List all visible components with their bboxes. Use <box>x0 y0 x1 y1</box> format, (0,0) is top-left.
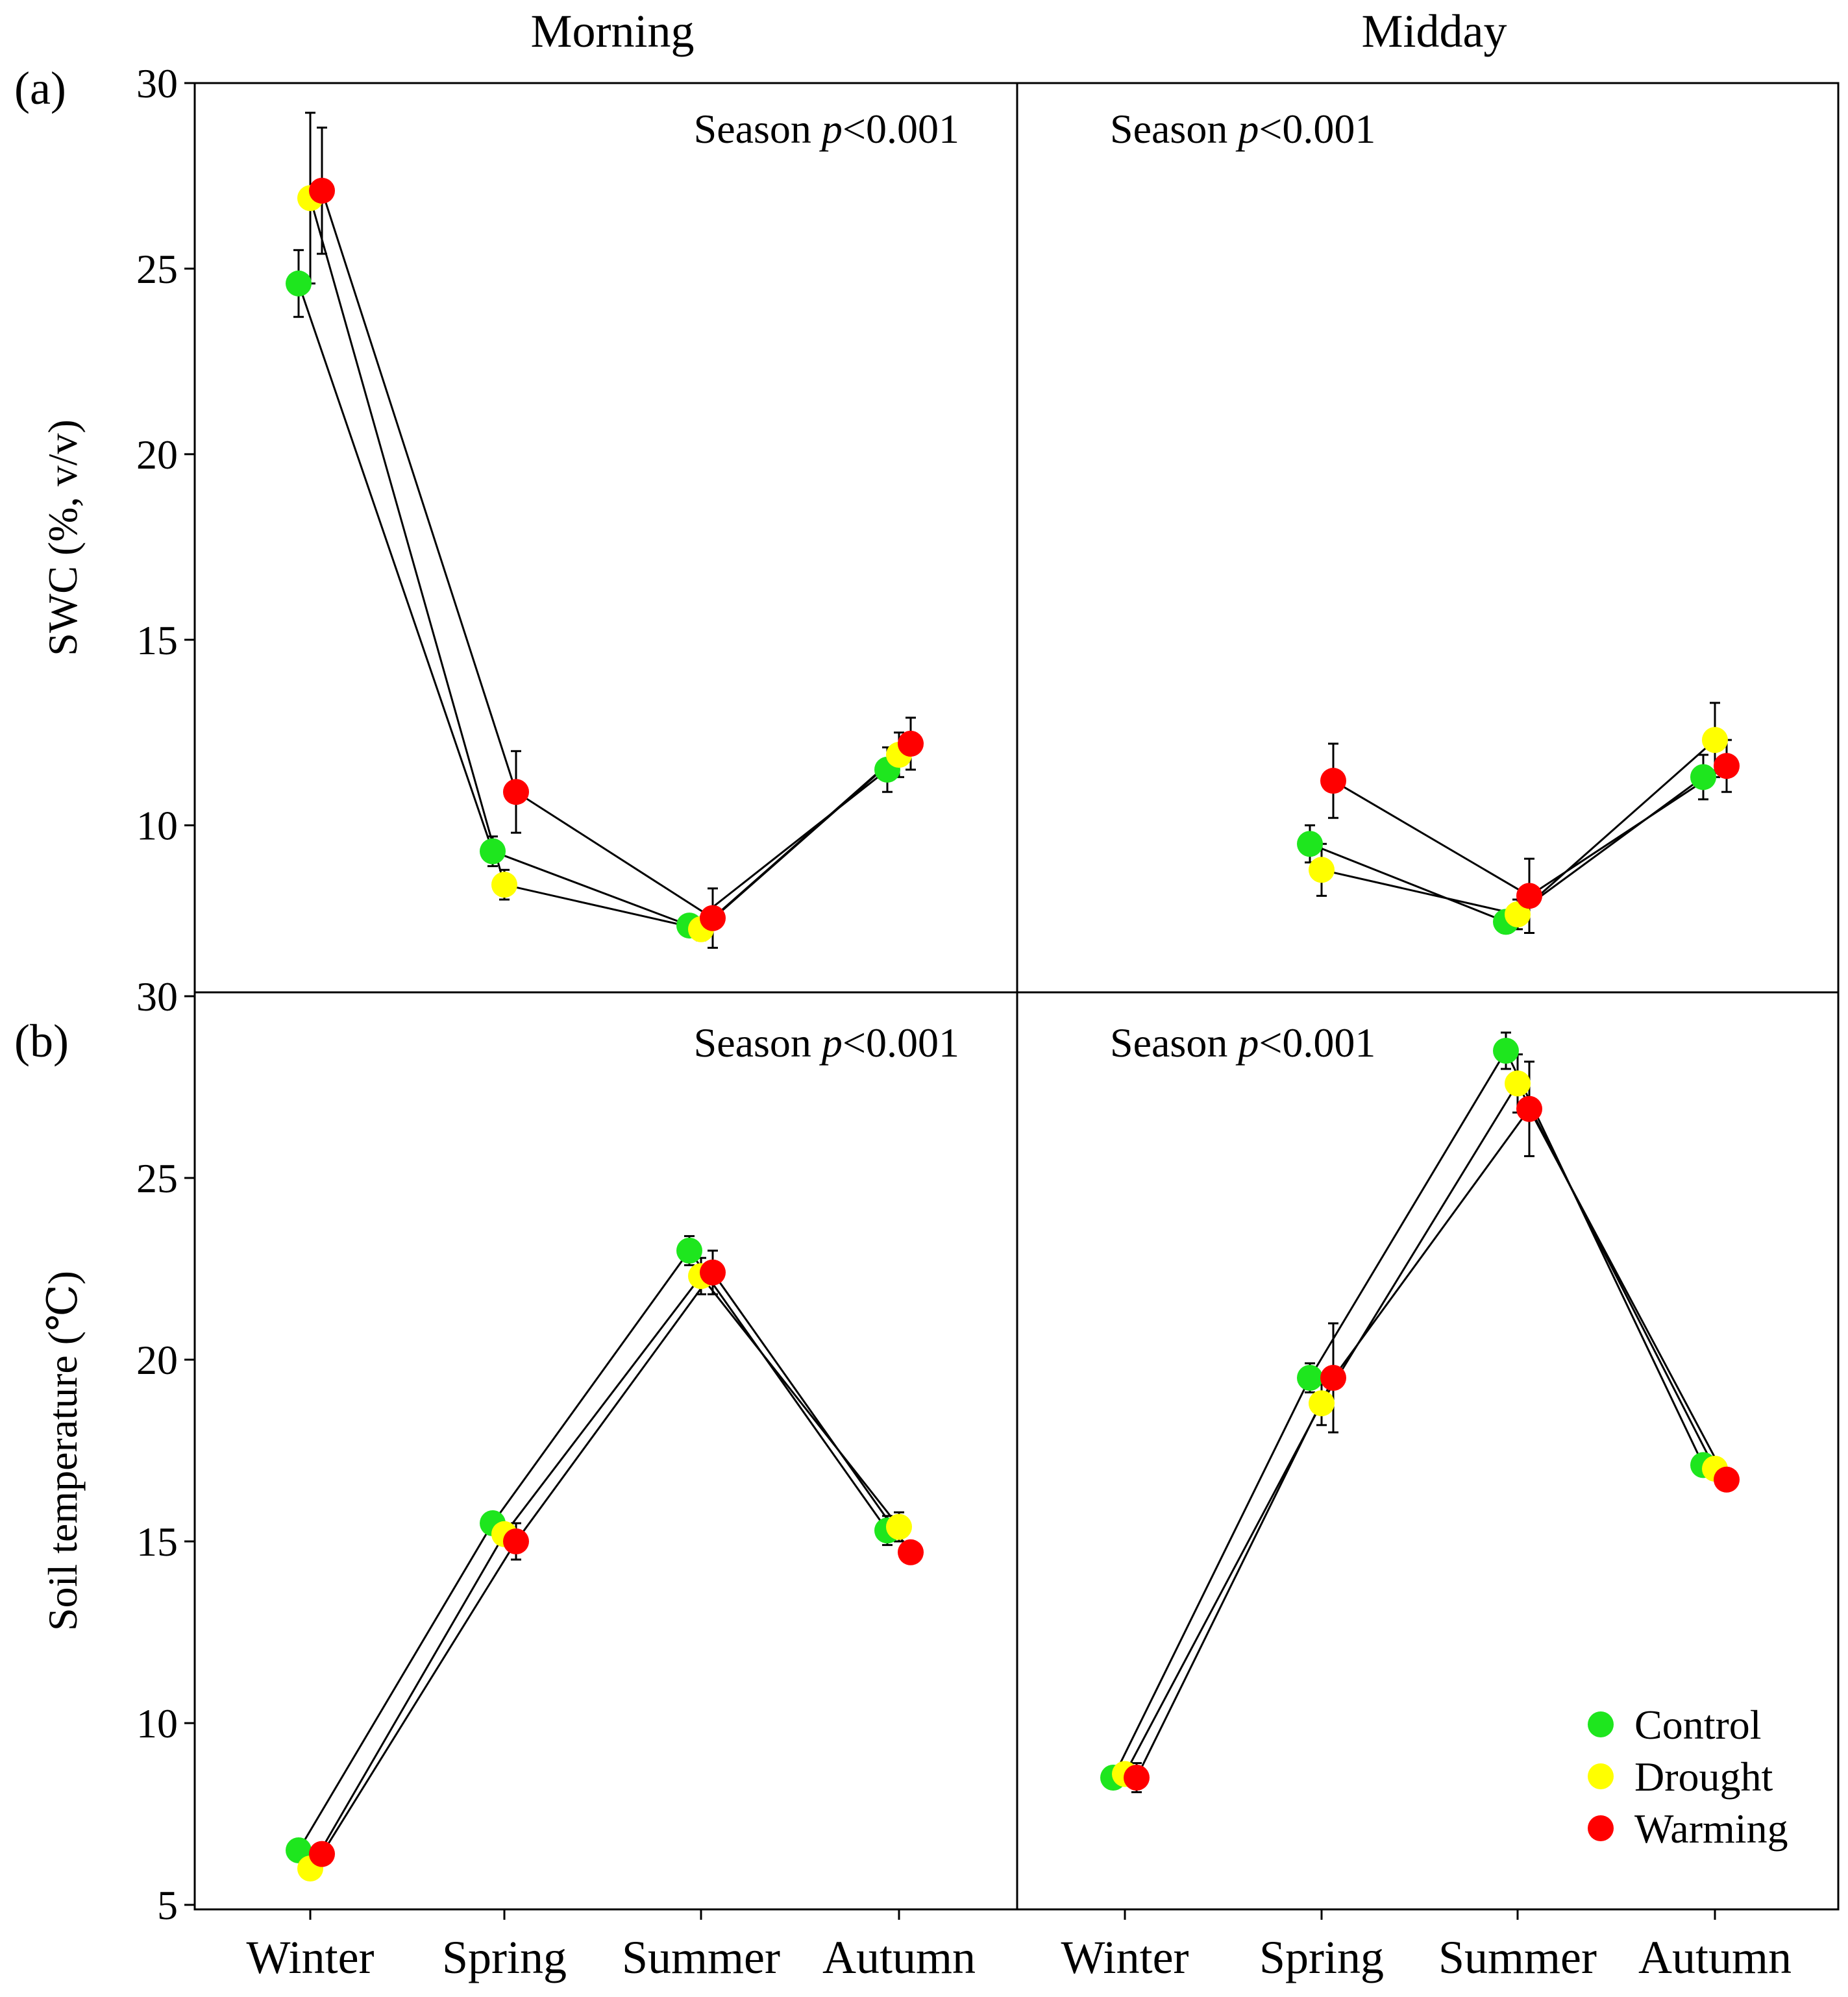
y-tick-label: 25 <box>136 1155 178 1201</box>
x-tick-label-winter: Winter <box>246 1931 374 1983</box>
legend-marker-warming <box>1588 1815 1614 1841</box>
data-point-control <box>1297 831 1323 857</box>
series-line-drought <box>309 1274 900 1869</box>
series-line-drought <box>1124 1081 1716 1775</box>
annotation-season-b-morning: Season p<0.001 <box>694 1020 959 1066</box>
x-tick-label-spring: Spring <box>442 1931 567 1983</box>
data-point-control <box>1297 1365 1323 1391</box>
data-point-warming <box>700 905 726 931</box>
series-line-drought <box>309 197 900 931</box>
annotation-season-a-midday: Season p<0.001 <box>1110 106 1375 152</box>
data-point-warming <box>898 1539 924 1565</box>
data-point-control <box>480 838 506 864</box>
data-point-warming <box>503 779 529 805</box>
y-axis-label-b: Soil temperature (℃) <box>40 1271 86 1631</box>
y-tick-label: 10 <box>136 803 178 849</box>
data-point-warming <box>309 177 335 204</box>
legend-label-drought: Drought <box>1634 1754 1773 1800</box>
data-point-drought <box>1309 857 1335 883</box>
series-line-control <box>297 283 888 927</box>
legend-marker-drought <box>1588 1763 1614 1789</box>
data-point-control <box>1493 1038 1519 1064</box>
y-tick-label: 20 <box>136 432 178 478</box>
data-point-warming <box>1320 1365 1346 1391</box>
data-point-warming <box>898 730 924 757</box>
data-point-warming <box>700 1259 726 1286</box>
legend-marker-control <box>1588 1711 1614 1737</box>
data-point-drought <box>1505 901 1531 927</box>
annotation-season-a-morning: Season p<0.001 <box>694 106 959 152</box>
legend-label-control: Control <box>1634 1702 1762 1748</box>
y-axis-label-a: SWC (%, v/v) <box>40 419 86 655</box>
data-point-warming <box>503 1528 529 1554</box>
y-tick-label: 30 <box>136 60 178 106</box>
series-line-warming <box>1135 1107 1728 1778</box>
data-point-control <box>676 1238 702 1264</box>
series-line-control <box>1309 776 1704 924</box>
data-point-drought <box>886 1513 912 1540</box>
x-tick-label-autumn: Autumn <box>1638 1931 1792 1983</box>
x-tick-label-summer: Summer <box>1438 1931 1597 1983</box>
legend-label-warming: Warming <box>1634 1806 1788 1852</box>
data-point-warming <box>1714 1466 1740 1493</box>
y-tick-label: 10 <box>136 1700 178 1746</box>
data-point-warming <box>1320 768 1346 794</box>
series-line-warming <box>321 190 911 920</box>
data-point-warming <box>1124 1765 1150 1791</box>
column-title-midday: Midday <box>1362 5 1507 57</box>
data-point-drought <box>1702 727 1728 753</box>
data-point-control <box>1690 764 1716 790</box>
series-lines <box>297 190 1728 1869</box>
plot-frame <box>184 82 1840 1920</box>
data-points <box>286 177 1740 1881</box>
series-line-control <box>1112 1048 1705 1778</box>
error-bars <box>293 112 1732 1877</box>
chart-text: Morning Midday Winter Winter Spring Spring Sum… <box>14 5 1792 1983</box>
data-point-warming <box>309 1841 335 1867</box>
x-tick-label-spring: Spring <box>1259 1931 1384 1983</box>
series-line-drought <box>1321 739 1716 916</box>
data-point-warming <box>1714 753 1740 779</box>
y-tick-label: 5 <box>157 1882 178 1928</box>
data-point-warming <box>1516 1096 1542 1122</box>
data-point-drought <box>491 872 517 898</box>
annotation-season-b-midday: Season p<0.001 <box>1110 1020 1375 1066</box>
panel-label-b: (b) <box>14 1015 69 1067</box>
y-tick-label: 25 <box>136 246 178 292</box>
y-tick-label: 30 <box>136 974 178 1020</box>
y-tick-label: 20 <box>136 1337 178 1383</box>
series-line-warming <box>321 1271 912 1855</box>
y-tick-label: 15 <box>136 1519 178 1565</box>
data-point-drought <box>1309 1390 1335 1417</box>
column-title-morning: Morning <box>531 5 695 57</box>
data-point-drought <box>1505 1070 1531 1097</box>
x-tick-label-winter: Winter <box>1061 1931 1189 1983</box>
x-tick-label-autumn: Autumn <box>822 1931 976 1983</box>
x-tick-label-summer: Summer <box>622 1931 780 1983</box>
data-point-warming <box>1516 883 1542 909</box>
y-tick-label: 15 <box>136 617 178 663</box>
panel-label-a: (a) <box>14 62 66 114</box>
series-line-control <box>297 1249 889 1851</box>
data-point-control <box>286 270 312 297</box>
